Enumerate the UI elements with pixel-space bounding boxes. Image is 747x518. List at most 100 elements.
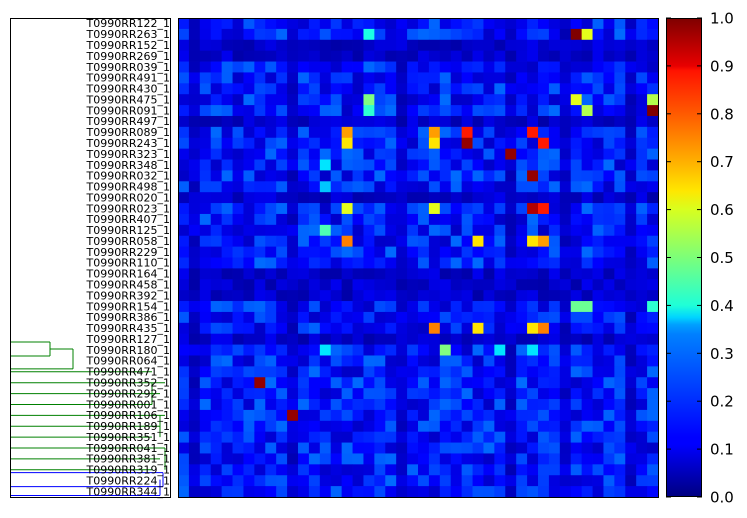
- heatmap-cell: [374, 246, 386, 258]
- heatmap-cell: [614, 28, 626, 41]
- heatmap-cell: [221, 475, 233, 487]
- colorbar-tick-label: 0.2: [710, 393, 734, 411]
- heatmap-cell: [625, 420, 637, 433]
- heatmap-cell: [298, 366, 310, 378]
- heatmap-cell: [614, 61, 626, 73]
- heatmap-cell: [461, 301, 473, 313]
- heatmap-cell: [548, 115, 561, 128]
- heatmap-cell: [439, 105, 452, 117]
- heatmap-cell: [385, 213, 397, 226]
- heatmap-cell: [232, 377, 244, 389]
- heatmap-cell: [461, 442, 473, 454]
- heatmap-cell: [647, 409, 659, 422]
- heatmap-cell: [472, 94, 484, 106]
- heatmap-cell: [418, 72, 430, 84]
- heatmap-cell: [385, 105, 397, 117]
- heatmap-cell: [243, 159, 255, 171]
- heatmap-cell: [199, 301, 212, 313]
- heatmap-cell: [483, 83, 495, 95]
- heatmap-cell: [636, 235, 648, 248]
- heatmap-cell: [450, 126, 463, 139]
- heatmap-cell: [559, 126, 572, 139]
- heatmap-cell: [385, 333, 397, 345]
- heatmap-cell: [287, 377, 299, 389]
- heatmap-cell: [254, 61, 266, 73]
- heatmap-cell: [603, 159, 615, 171]
- heatmap-cell: [308, 61, 321, 73]
- heatmap-cell: [276, 126, 288, 139]
- heatmap-cell: [636, 486, 648, 498]
- heatmap-cell: [548, 246, 561, 258]
- heatmap-cell: [265, 137, 277, 150]
- heatmap-cell: [428, 442, 441, 454]
- heatmap-cell: [548, 431, 561, 443]
- row-label: T0990RR089_1: [86, 126, 171, 139]
- heatmap-cell: [592, 377, 604, 389]
- heatmap-cell: [548, 257, 561, 269]
- heatmap-cell: [287, 290, 299, 302]
- heatmap-cell: [276, 39, 288, 52]
- heatmap-cell: [472, 268, 484, 280]
- heatmap-cell: [614, 475, 626, 487]
- heatmap-cell: [494, 420, 506, 433]
- heatmap-cell: [298, 181, 310, 193]
- heatmap-cell: [407, 388, 419, 400]
- heatmap-cell: [625, 181, 637, 193]
- heatmap-cell: [548, 72, 561, 84]
- heatmap-cell: [265, 366, 277, 378]
- heatmap-cell: [254, 18, 266, 30]
- heatmap-cell: [341, 453, 353, 465]
- heatmap-cell: [625, 224, 637, 237]
- heatmap-cell: [178, 311, 190, 324]
- heatmap-cell: [243, 475, 255, 487]
- row-label: T0990RR189_1: [86, 420, 171, 433]
- heatmap-cell: [178, 137, 190, 150]
- heatmap-cell: [592, 442, 604, 454]
- heatmap-cell: [527, 72, 539, 84]
- heatmap-cell: [232, 268, 244, 280]
- heatmap-cell: [439, 301, 452, 313]
- heatmap-cell: [636, 72, 648, 84]
- heatmap-cell: [636, 442, 648, 454]
- heatmap-cell: [188, 39, 201, 52]
- heatmap-cell: [374, 475, 386, 487]
- heatmap-cell: [439, 322, 452, 335]
- heatmap-cell: [461, 83, 473, 95]
- heatmap-cell: [265, 333, 277, 345]
- heatmap-cell: [199, 399, 212, 411]
- heatmap-cell: [221, 83, 233, 95]
- heatmap-cell: [287, 213, 299, 226]
- colorbar-tick-label: 1.0: [710, 10, 734, 28]
- heatmap-cell: [592, 235, 604, 248]
- heatmap-cell: [287, 464, 299, 476]
- heatmap-cell: [428, 181, 441, 193]
- heatmap-cell: [254, 290, 266, 302]
- heatmap-cell: [527, 94, 539, 106]
- heatmap-cell: [298, 409, 310, 422]
- heatmap-cell: [450, 18, 463, 30]
- heatmap-cell: [494, 333, 506, 345]
- heatmap-cell: [472, 420, 484, 433]
- heatmap-cell: [232, 388, 244, 400]
- heatmap-cell: [570, 235, 583, 248]
- heatmap-cell: [428, 464, 441, 476]
- heatmap-cell: [603, 235, 615, 248]
- heatmap-cell: [538, 344, 550, 356]
- heatmap-cell: [287, 333, 299, 345]
- heatmap-cell: [450, 344, 463, 356]
- heatmap-cell: [221, 388, 233, 400]
- heatmap-cell: [570, 399, 583, 411]
- heatmap-cell: [407, 442, 419, 454]
- heatmap-cell: [374, 420, 386, 433]
- heatmap-cell: [385, 83, 397, 95]
- heatmap-cell: [472, 235, 484, 248]
- heatmap-cell: [352, 235, 364, 248]
- heatmap-cell: [352, 355, 364, 367]
- heatmap-cell: [243, 453, 255, 465]
- heatmap-cell: [472, 279, 484, 291]
- heatmap-cell: [505, 72, 517, 84]
- heatmap-cell: [407, 105, 419, 117]
- heatmap-cell: [603, 50, 615, 62]
- heatmap-cell: [559, 486, 572, 498]
- heatmap-cell: [374, 126, 386, 139]
